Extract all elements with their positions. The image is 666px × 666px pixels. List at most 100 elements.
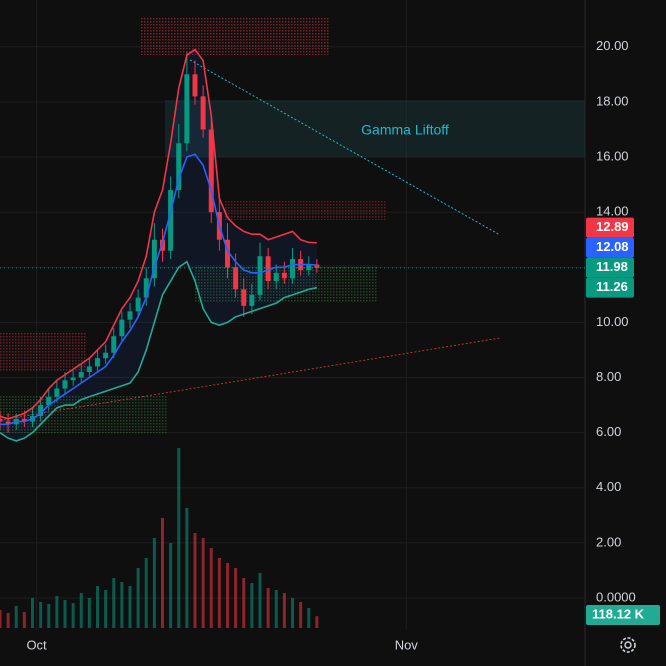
volume-bar (87, 598, 91, 628)
volume-bar (152, 538, 156, 628)
volume-bar (193, 533, 197, 628)
volume-bar (185, 508, 189, 628)
candle-body (0, 418, 3, 422)
candle-body (135, 297, 141, 312)
y-tick-label: 16.00 (596, 148, 629, 163)
candle-body (160, 239, 165, 251)
y-tick-label: 20.00 (596, 38, 629, 53)
candle-body (151, 239, 157, 279)
candle-body (233, 267, 239, 290)
volume-bar (6, 613, 10, 628)
candle-body (46, 396, 52, 406)
volume-bar (217, 558, 221, 628)
candle-body (5, 421, 11, 425)
candle-body (95, 358, 100, 367)
volume-bar (299, 602, 303, 628)
price-label-box (586, 237, 634, 258)
candle-body (62, 380, 68, 389)
volume-bar (258, 573, 262, 628)
candle-body (38, 405, 44, 417)
volume-bar (22, 612, 26, 628)
y-tick-label: 4.00 (596, 479, 621, 494)
candle-body (192, 74, 198, 97)
zone (0, 333, 86, 371)
candle-body (176, 143, 182, 191)
candle-body (257, 256, 263, 295)
volume-bar (234, 568, 238, 628)
grid (0, 0, 585, 630)
y-tick-label: 0.0000 (596, 589, 636, 604)
candle-body (103, 352, 109, 359)
candle-body (21, 418, 27, 422)
trend-line (189, 59, 501, 236)
volume-label-box (586, 605, 660, 625)
band-line (0, 153, 317, 426)
volume-bar (47, 604, 51, 628)
candle-body (281, 272, 287, 279)
x-tick-label: Oct (26, 637, 47, 652)
annotation: Gamma Liftoff (361, 122, 449, 138)
price-label: 11.26 (596, 279, 628, 294)
volume-bar (161, 518, 164, 628)
candle-body (143, 278, 149, 298)
candle-body (273, 272, 279, 282)
candle-body (314, 264, 320, 268)
volume-bar (226, 563, 229, 628)
volume-bar (112, 578, 116, 628)
candle-body (54, 388, 60, 397)
candle-body (241, 289, 247, 306)
candle-body (306, 264, 312, 271)
volume-bar (201, 538, 205, 628)
candle-body (184, 74, 190, 144)
volume-bar (177, 448, 181, 628)
volume-bar (55, 596, 59, 628)
candle-body (249, 294, 255, 306)
y-tick-label: 10.00 (596, 314, 629, 329)
price-label-box (586, 217, 634, 238)
zone (0, 395, 168, 433)
settings-icon[interactable] (620, 637, 636, 653)
band-line (0, 48, 317, 420)
band-line (0, 260, 318, 442)
volume-bar (71, 603, 75, 628)
y-tick-label: 18.00 (596, 93, 629, 108)
volume-bar (63, 600, 67, 628)
candle-body (70, 377, 76, 381)
candle-body (265, 256, 271, 282)
y-tick-label: 8.00 (596, 369, 621, 384)
band-fill (0, 49, 317, 441)
candle-body (111, 336, 117, 353)
volume-bar (79, 593, 83, 628)
y-tick-label: 14.00 (596, 204, 629, 219)
candle-body (290, 259, 295, 279)
trend-line (0, 337, 501, 421)
volume-bar (315, 616, 319, 628)
volume-bar (242, 578, 246, 628)
volume-bar (39, 602, 43, 628)
candle-body (225, 239, 230, 268)
volume-bar (266, 588, 270, 628)
price-label-box (586, 277, 634, 298)
zone (165, 100, 585, 157)
zone (140, 17, 330, 55)
candle-body (127, 311, 133, 320)
volume-bar (31, 598, 34, 628)
volume-bar (96, 586, 99, 628)
y-tick-label: 2.00 (596, 534, 621, 549)
volume-bar (209, 548, 213, 628)
volume-bar (136, 568, 140, 628)
candle-body (119, 319, 125, 337)
volume-bar (0, 610, 2, 628)
volume-bar (120, 582, 124, 628)
price-label: 12.08 (596, 239, 629, 254)
zone (225, 200, 387, 220)
volume-bar (291, 598, 294, 628)
candle-body (86, 366, 92, 372)
volume-bar (274, 590, 278, 628)
volume-bar (104, 590, 108, 628)
price-label-box (586, 257, 634, 278)
volume-bar (128, 586, 132, 628)
volume-bar (307, 608, 311, 628)
